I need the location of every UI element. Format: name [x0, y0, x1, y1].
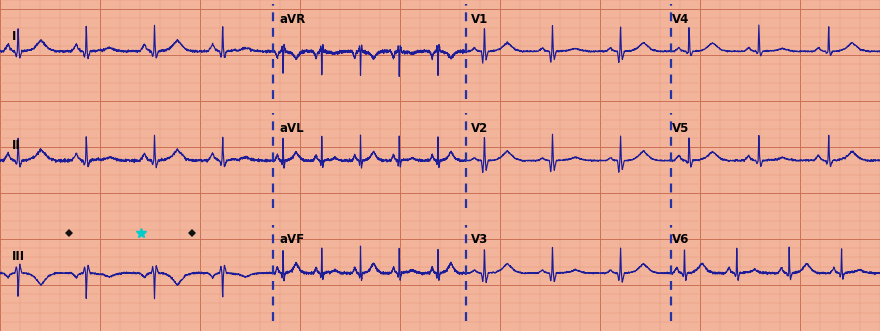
Text: II: II	[11, 139, 20, 152]
Text: V6: V6	[672, 233, 690, 246]
Text: V1: V1	[471, 13, 488, 26]
Text: I: I	[11, 30, 16, 43]
Text: aVL: aVL	[280, 122, 304, 135]
Text: aVR: aVR	[280, 13, 306, 26]
Text: V4: V4	[672, 13, 690, 26]
Text: aVF: aVF	[280, 233, 305, 246]
Text: V5: V5	[672, 122, 690, 135]
Text: V2: V2	[471, 122, 488, 135]
Text: V3: V3	[471, 233, 488, 246]
Text: III: III	[11, 250, 25, 263]
